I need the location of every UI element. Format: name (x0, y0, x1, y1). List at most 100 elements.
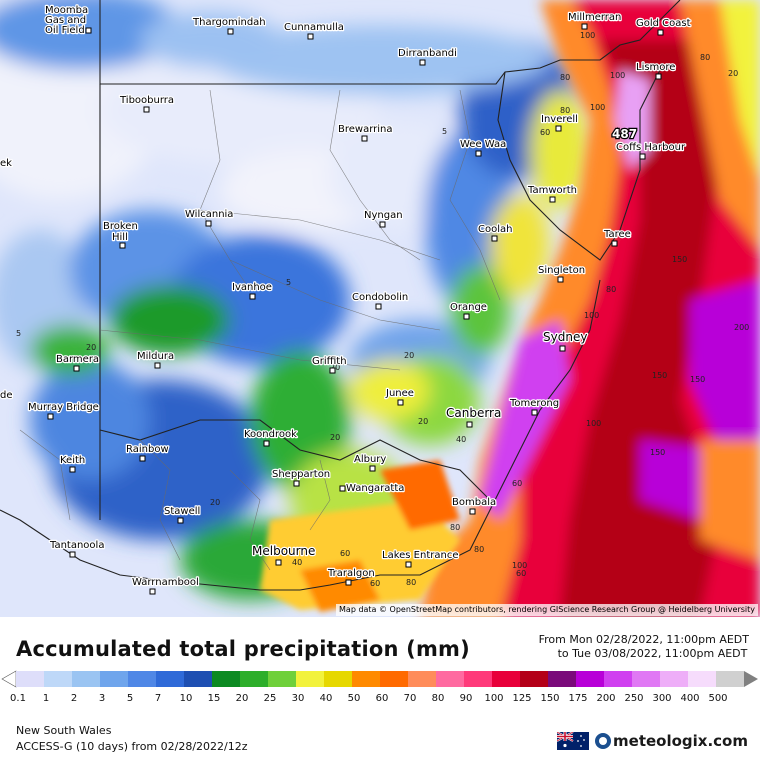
city-lakes-entrance[interactable]: Lakes Entrance (381, 549, 460, 568)
precipitation-map[interactable]: 100 100 80 100 80 60 80 20 5 5 80 100 15… (0, 0, 760, 617)
map-attribution: Map data © OpenStreetMap contributors, r… (336, 604, 758, 616)
city-broken-hill[interactable]: Broken Hill (102, 220, 139, 249)
svg-text:Nyngan: Nyngan (364, 210, 403, 221)
footer-info: New South Wales ACCESS-G (10 days) from … (16, 723, 248, 755)
brand[interactable]: meteologix.com (557, 731, 748, 751)
legend-swatch (716, 671, 745, 687)
city-millmerran[interactable]: Millmerran (567, 11, 623, 30)
legend-arrow-low (1, 670, 17, 688)
city-cunnamulla[interactable]: Cunnamulla (283, 21, 345, 40)
svg-text:Keith: Keith (60, 455, 85, 466)
svg-text:Singleton: Singleton (538, 265, 585, 276)
contour-label: 80 (700, 53, 710, 62)
meteologix-logo-icon (595, 733, 612, 749)
city-taree[interactable]: Taree (602, 228, 632, 247)
city-brewarrina[interactable]: Brewarrina (337, 123, 394, 142)
legend-swatch (548, 671, 577, 687)
legend-swatch (72, 671, 101, 687)
legend-label: 500 (708, 693, 727, 704)
legend-swatch (380, 671, 409, 687)
city-coffs-harbour[interactable]: Coffs Harbour (615, 141, 687, 160)
legend-label: 3 (99, 693, 105, 704)
legend-label: 125 (512, 693, 531, 704)
city-nyngan[interactable]: Nyngan (363, 209, 404, 228)
svg-text:Barmera: Barmera (56, 354, 99, 365)
city-tantanoola[interactable]: Tantanoola (48, 539, 106, 558)
city-wee-waa[interactable]: Wee Waa (459, 138, 508, 157)
city-sydney[interactable]: Sydney (542, 329, 589, 352)
legend-label: 300 (652, 693, 671, 704)
city-lismore[interactable]: Lismore (635, 61, 677, 80)
city-barmera[interactable]: Barmera (55, 353, 100, 372)
contour-label: 5 (442, 127, 447, 136)
legend-label: 10 (180, 693, 193, 704)
contour-label: 20 (86, 343, 96, 352)
city-tibooburra[interactable]: Tibooburra (118, 94, 175, 113)
legend-label: 0.1 (10, 693, 26, 704)
city-keith[interactable]: Keith (59, 454, 87, 473)
legend-label: 5 (127, 693, 133, 704)
city-wilcannia[interactable]: Wilcannia (184, 208, 235, 227)
city-griffith[interactable]: Griffith (311, 355, 348, 374)
svg-text:Tantanoola: Tantanoola (49, 540, 104, 551)
contour-label: 40 (456, 435, 466, 444)
legend-swatch (240, 671, 269, 687)
legend-label: 50 (348, 693, 361, 704)
legend-swatch (16, 671, 45, 687)
city-mildura[interactable]: Mildura (136, 350, 175, 369)
svg-text:Sydney: Sydney (543, 330, 587, 344)
city-gold-coast[interactable]: Gold Coast (635, 17, 692, 36)
legend-label: 100 (484, 693, 503, 704)
city-moomba[interactable]: Moomba Gas and Oil Field (44, 4, 92, 37)
legend-label: 70 (404, 693, 417, 704)
australia-flag-icon (557, 732, 590, 750)
city-traralgon[interactable]: Traralgon (326, 567, 376, 586)
contour-label: 40 (292, 558, 302, 567)
svg-text:Traralgon: Traralgon (327, 568, 375, 579)
city-bombala[interactable]: Bombala (451, 496, 497, 515)
city-albury[interactable]: Albury (353, 453, 388, 472)
city-junee[interactable]: Junee (384, 387, 415, 406)
svg-text:Griffith: Griffith (312, 356, 347, 367)
city-rainbow[interactable]: Rainbow (125, 443, 170, 462)
city-tamworth[interactable]: Tamworth (526, 184, 578, 203)
city-coolah[interactable]: Coolah (477, 223, 514, 242)
svg-text:Oil Field: Oil Field (45, 25, 85, 36)
city-thargomindah[interactable]: Thargomindah (191, 16, 267, 35)
contour-label: 5 (16, 329, 21, 338)
city-koondrook[interactable]: Koondrook (243, 428, 298, 447)
city-wangaratta[interactable]: Wangaratta (339, 482, 406, 495)
city-condobolin[interactable]: Condobolin (351, 291, 410, 310)
city-murray-bridge[interactable]: Murray Bridge (27, 401, 100, 420)
contour-label: 20 (728, 69, 738, 78)
city-orange[interactable]: Orange (449, 301, 488, 320)
svg-text:Tamworth: Tamworth (527, 185, 577, 196)
color-legend: 0.1 1 2 3 5 7 10 15 20 25 30 40 50 60 70 80 90 100 125 150 1… (0, 669, 760, 709)
city-melbourne[interactable]: Melbourne (251, 543, 317, 566)
svg-text:Rainbow: Rainbow (126, 444, 169, 455)
city-singleton[interactable]: Singleton (537, 264, 586, 283)
city-dirranbandi[interactable]: Dirranbandi (397, 47, 458, 66)
svg-text:Mildura: Mildura (137, 351, 174, 362)
contour-label: 60 (512, 479, 522, 488)
city-tomerong[interactable]: Tomerong (508, 397, 560, 416)
city-inverell[interactable]: Inverell (540, 113, 579, 132)
city-shepparton[interactable]: Shepparton (271, 468, 331, 487)
legend-label: 20 (236, 693, 249, 704)
legend-label: 150 (540, 693, 559, 704)
city-canberra[interactable]: Canberra (445, 405, 503, 428)
city-stawell[interactable]: Stawell (163, 505, 202, 524)
legend-label: 1 (43, 693, 49, 704)
contour-label: 100 (584, 311, 599, 320)
contour-label: 20 (418, 417, 428, 426)
contour-label: 80 (606, 285, 616, 294)
legend-swatch (352, 671, 381, 687)
svg-text:Moomba: Moomba (45, 5, 88, 16)
city-markers: Moomba Gas and Oil Field Thargomindah Cu… (27, 4, 692, 595)
city-ivanhoe[interactable]: Ivanhoe (231, 281, 273, 300)
svg-text:Bombala: Bombala (452, 497, 496, 508)
edge-label-left-top: ek (0, 158, 12, 169)
svg-text:Tibooburra: Tibooburra (119, 95, 174, 106)
svg-text:Dirranbandi: Dirranbandi (398, 48, 457, 59)
city-warrnambool[interactable]: Warrnambool (131, 576, 200, 595)
